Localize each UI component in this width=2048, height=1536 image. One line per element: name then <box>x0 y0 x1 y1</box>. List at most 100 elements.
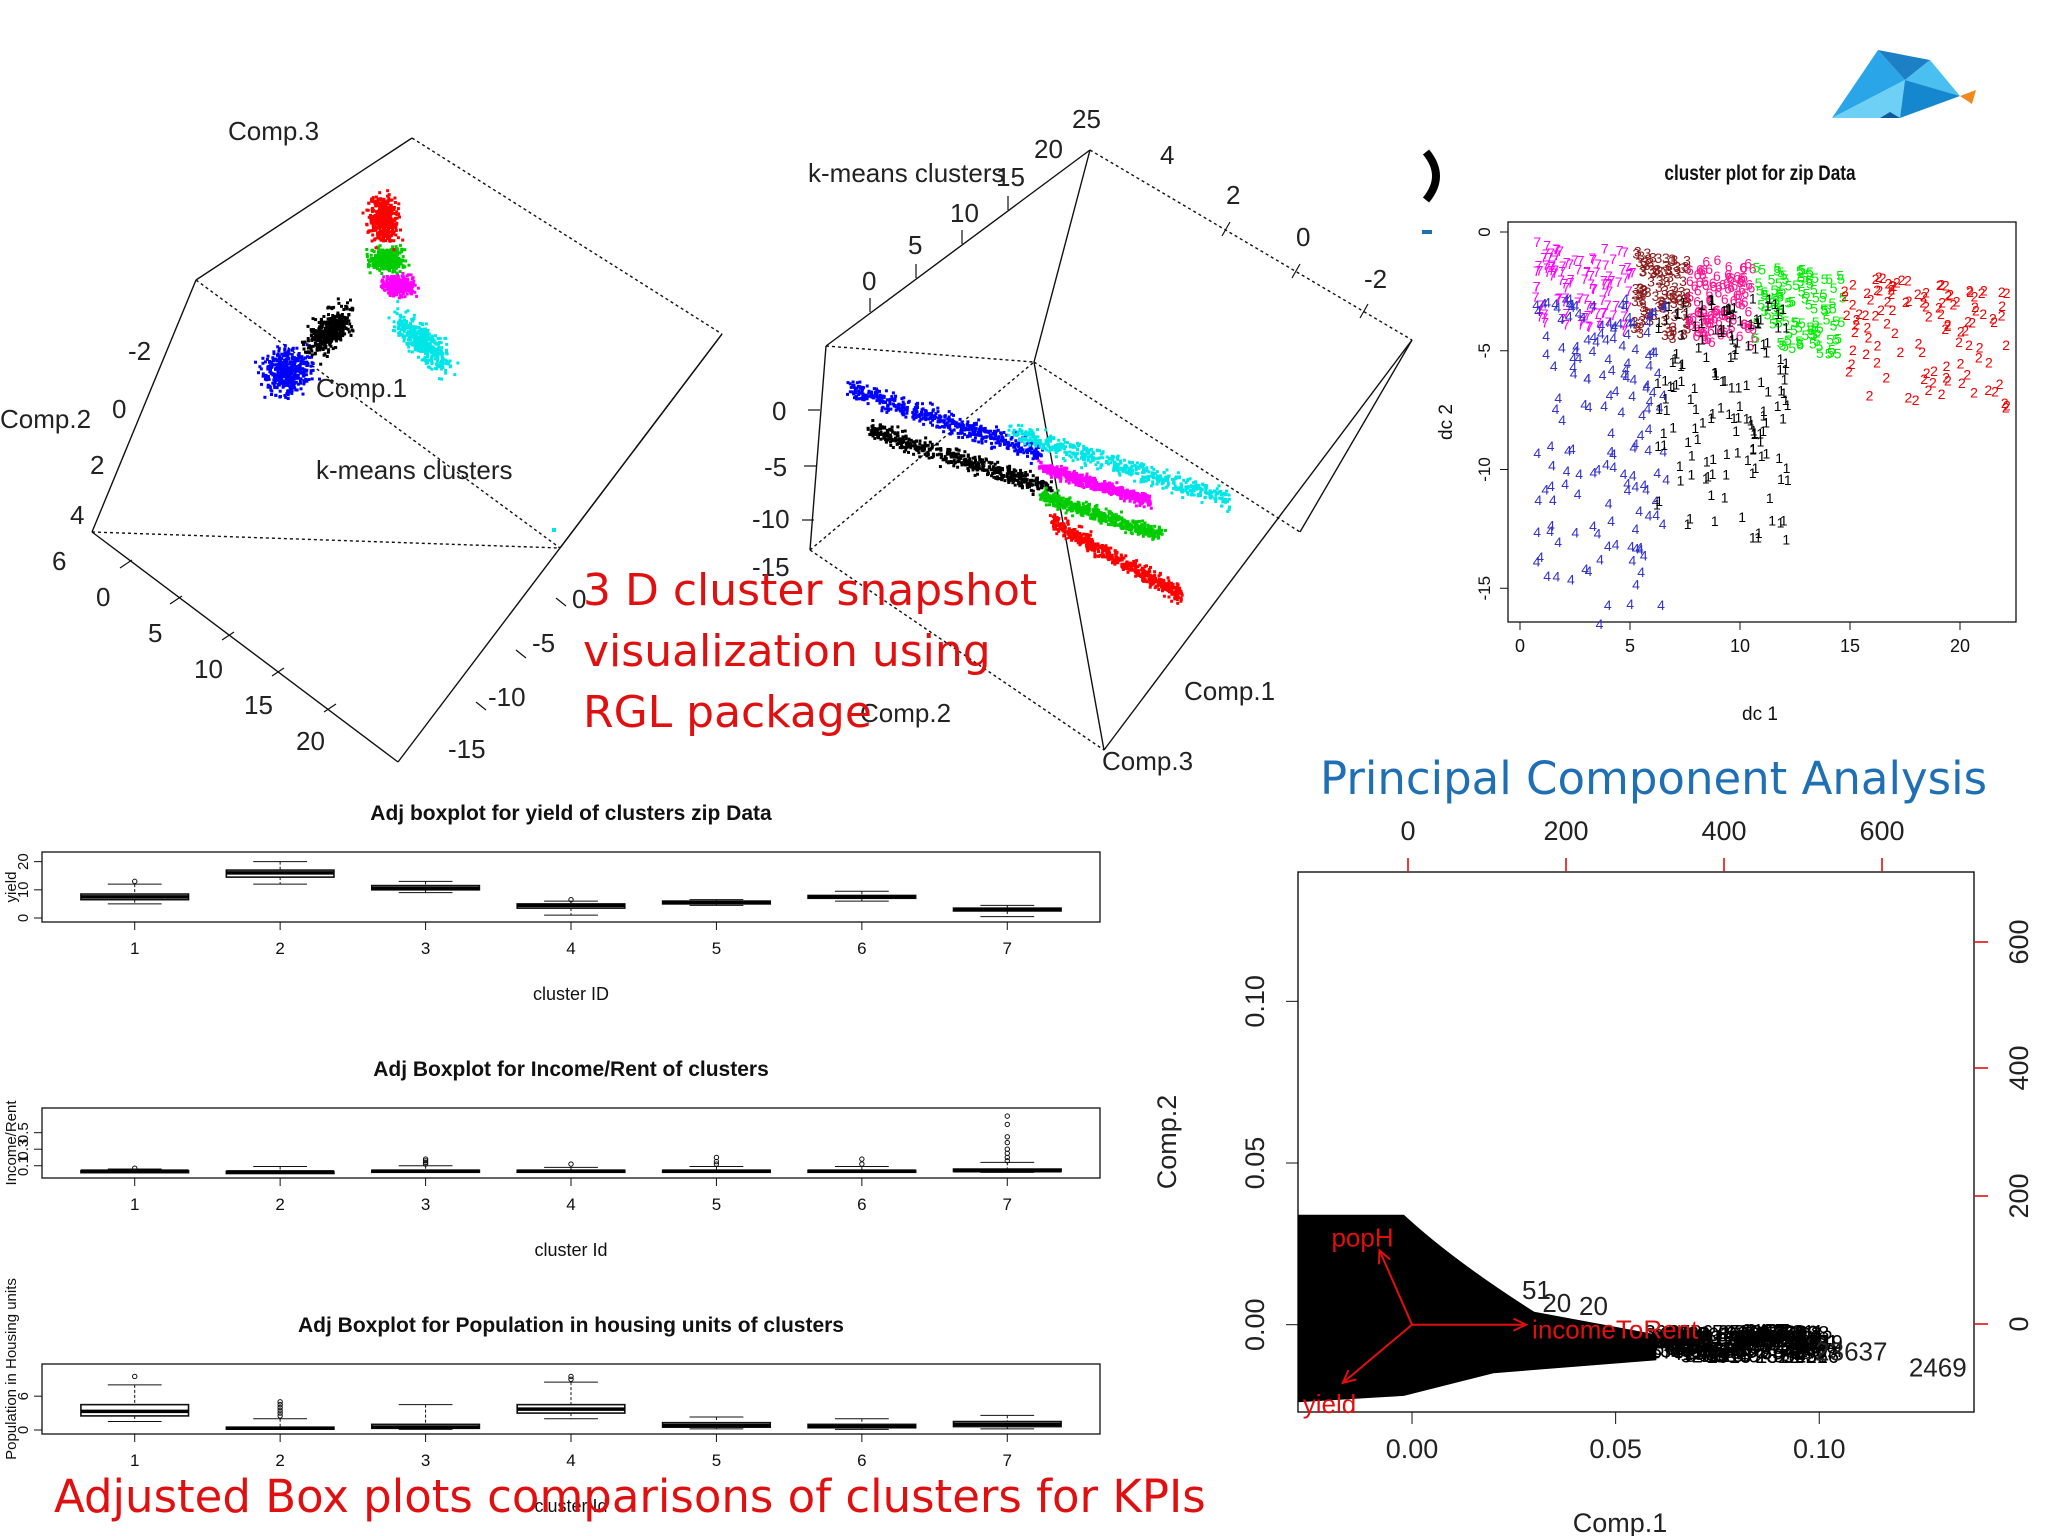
point <box>1119 496 1123 500</box>
point <box>1063 450 1067 454</box>
point <box>1085 483 1088 487</box>
point <box>404 259 408 263</box>
point <box>387 316 391 320</box>
point <box>378 191 382 195</box>
point <box>390 211 394 215</box>
point <box>266 354 270 358</box>
point <box>1072 469 1076 473</box>
point <box>392 239 396 243</box>
point <box>384 219 387 223</box>
point <box>1049 467 1053 471</box>
point <box>1046 471 1050 475</box>
point <box>906 440 910 444</box>
point <box>959 431 963 435</box>
point <box>384 211 388 215</box>
point <box>1056 489 1060 493</box>
point <box>1143 521 1147 525</box>
point <box>848 382 852 386</box>
point <box>343 332 347 336</box>
point <box>397 286 401 290</box>
point <box>402 339 406 343</box>
point <box>1133 479 1137 483</box>
point <box>319 341 323 344</box>
point <box>1046 466 1050 470</box>
point <box>1160 477 1164 481</box>
tick-label: 20 <box>296 726 325 756</box>
point <box>956 452 960 456</box>
point <box>430 361 434 365</box>
point <box>1036 439 1039 443</box>
point <box>1091 450 1095 454</box>
point <box>266 367 270 371</box>
point <box>371 233 375 237</box>
point <box>384 267 387 271</box>
point <box>297 367 301 371</box>
point <box>1095 448 1099 452</box>
point <box>347 319 351 323</box>
point <box>863 395 867 399</box>
point <box>403 334 407 338</box>
point <box>436 336 440 340</box>
point <box>383 251 387 255</box>
point <box>1076 504 1080 508</box>
point <box>989 436 992 440</box>
point <box>945 421 949 425</box>
point <box>1201 483 1205 487</box>
point <box>1119 490 1123 494</box>
point <box>1024 472 1028 476</box>
point <box>926 450 930 454</box>
point <box>931 418 935 422</box>
point <box>1186 478 1190 482</box>
point <box>386 202 390 206</box>
point <box>384 253 388 257</box>
point <box>1156 479 1160 483</box>
point <box>891 446 895 449</box>
point <box>397 264 401 268</box>
point <box>401 238 405 242</box>
point <box>383 288 387 292</box>
point <box>1036 486 1040 490</box>
point <box>1076 457 1080 461</box>
point <box>853 387 857 391</box>
point <box>380 225 384 229</box>
point <box>401 323 405 326</box>
point <box>1080 450 1084 454</box>
point <box>1151 537 1155 541</box>
point <box>394 283 398 287</box>
point <box>367 258 370 262</box>
point <box>1181 496 1185 500</box>
point <box>434 353 437 357</box>
point <box>309 346 313 350</box>
point <box>346 327 350 331</box>
point <box>950 461 953 464</box>
point <box>326 350 330 354</box>
point <box>1146 475 1150 479</box>
point <box>980 462 984 466</box>
point <box>371 219 375 223</box>
point <box>1006 465 1010 469</box>
point <box>428 366 432 370</box>
point <box>1017 423 1020 427</box>
point <box>423 342 427 346</box>
point <box>371 199 375 202</box>
point <box>1044 488 1048 492</box>
point <box>552 528 556 532</box>
point <box>1062 438 1066 441</box>
point <box>878 425 882 429</box>
point <box>1084 475 1088 479</box>
point <box>930 445 934 449</box>
point <box>938 452 942 456</box>
point <box>319 344 323 348</box>
point <box>946 417 950 421</box>
point <box>864 394 868 398</box>
point <box>1064 445 1067 449</box>
point <box>300 357 304 361</box>
point <box>1013 483 1017 487</box>
point <box>919 412 923 416</box>
point <box>916 449 920 453</box>
point <box>338 323 342 327</box>
point <box>953 421 957 425</box>
point <box>381 222 385 226</box>
point <box>412 317 415 321</box>
point <box>380 212 384 216</box>
